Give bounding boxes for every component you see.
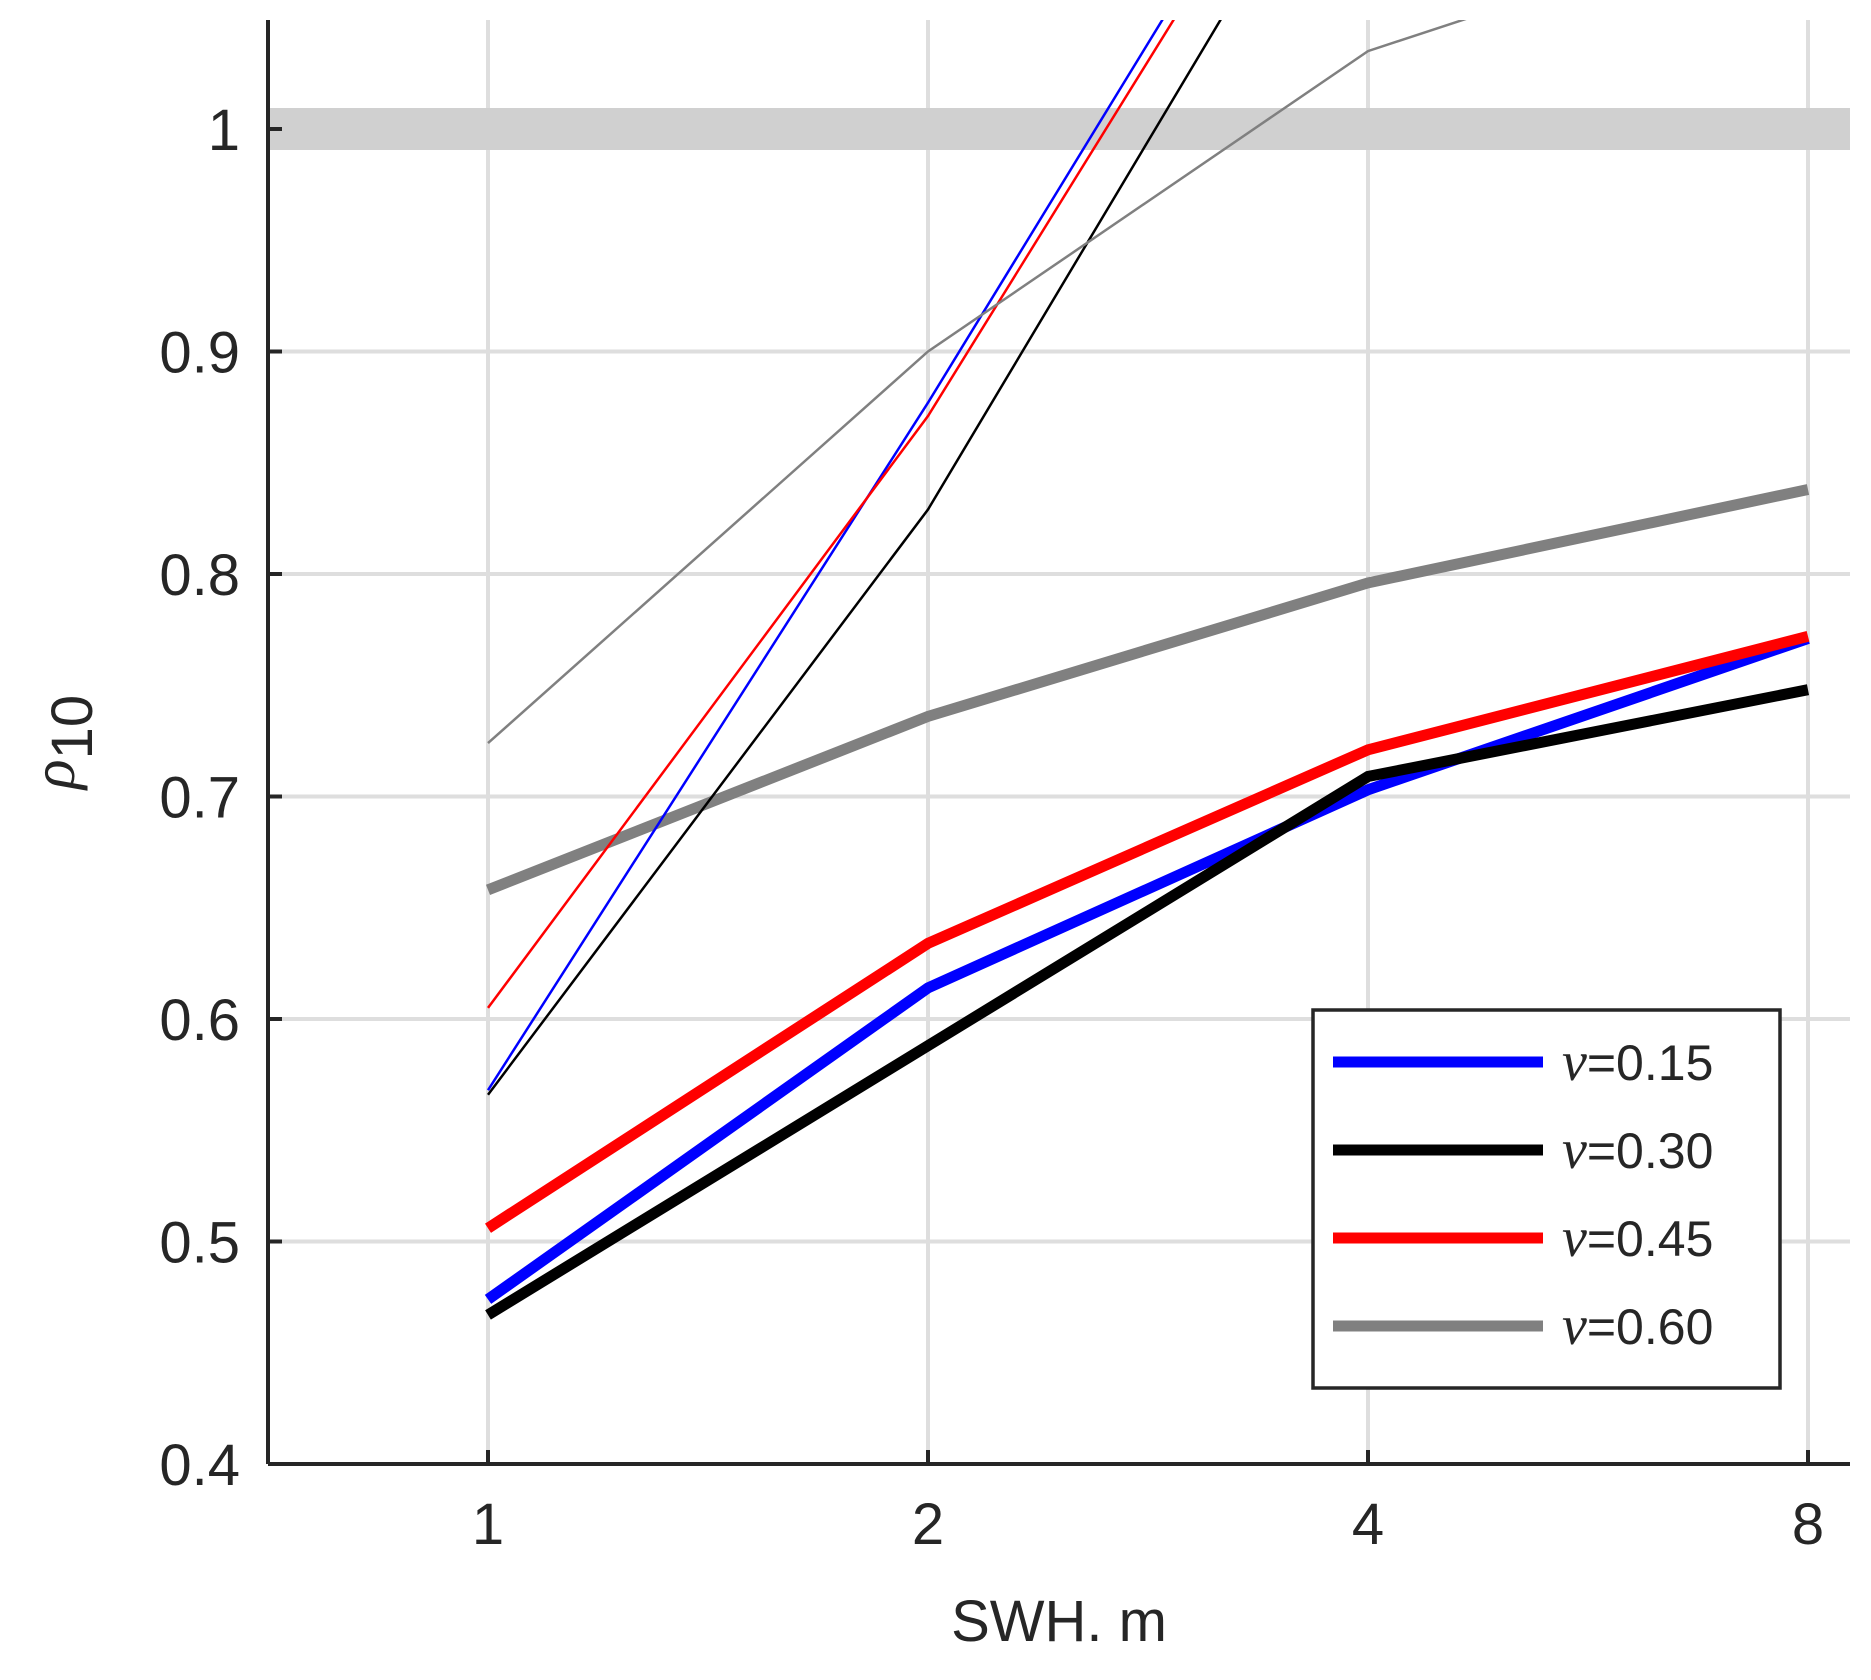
- y-axis-label-symbol: ρ: [20, 759, 88, 791]
- legend: ν=0.15ν=0.30ν=0.45ν=0.60: [1311, 1008, 1782, 1390]
- x-axis-label: SWH. m: [951, 1589, 1167, 1654]
- y-tick-label: 0.6: [159, 988, 240, 1053]
- y-tick-label: 0.4: [159, 1433, 240, 1498]
- legend-label-symbol: ν: [1562, 1031, 1587, 1093]
- legend-label-value: =0.30: [1587, 1123, 1714, 1179]
- legend-label-symbol: ν: [1562, 1295, 1587, 1357]
- y-tick-label: 0.9: [159, 321, 240, 386]
- x-tick-label: 1: [472, 1492, 504, 1557]
- tick-labels: 1 2 4 8 0.4 0.5 0.6 0.7 0.8 0.9 1: [159, 98, 1824, 1557]
- series-line-thin-6: [486, 20, 1175, 1009]
- series-line-thick-0: [484, 633, 1810, 1304]
- legend-label-value: =0.15: [1587, 1035, 1714, 1091]
- legend-label: ν=0.60: [1562, 1295, 1713, 1357]
- x-tick-label: 2: [912, 1492, 944, 1557]
- ticks: [268, 127, 1810, 1466]
- y-tick-label: 0.8: [159, 543, 240, 608]
- legend-item: ν=0.45: [1333, 1207, 1713, 1269]
- legend-item: ν=0.30: [1333, 1119, 1713, 1181]
- legend-label-symbol: ν: [1562, 1119, 1587, 1181]
- legend-label-value: =0.60: [1587, 1299, 1714, 1355]
- legend-label-symbol: ν: [1562, 1207, 1587, 1269]
- legend-label: ν=0.15: [1562, 1031, 1713, 1093]
- y-axis-label: ρ10: [20, 695, 105, 791]
- legend-item: ν=0.60: [1333, 1295, 1713, 1357]
- series-line-thick-2: [485, 630, 1810, 1233]
- svg-text:ρ10: ρ10: [20, 695, 105, 791]
- series-group-thin: [486, 20, 1467, 1096]
- x-tick-label: 8: [1792, 1492, 1824, 1557]
- series-line-thin-7: [487, 20, 1467, 745]
- y-tick-label: 1: [208, 98, 240, 163]
- legend-label-value: =0.45: [1587, 1211, 1714, 1267]
- y-tick-label: 0.5: [159, 1211, 240, 1276]
- axes: [266, 20, 1850, 1466]
- series-line-thin-4: [486, 20, 1164, 1091]
- y-axis-label-subscript: 10: [40, 695, 105, 760]
- series-line-thick-1: [485, 684, 1810, 1320]
- legend-item: ν=0.15: [1333, 1031, 1713, 1093]
- x-tick-label: 4: [1352, 1492, 1384, 1557]
- legend-label: ν=0.45: [1562, 1207, 1713, 1269]
- series-line-thin-5: [487, 20, 1222, 1096]
- series-group-thick: [484, 484, 1810, 1320]
- legend-label: ν=0.30: [1562, 1119, 1713, 1181]
- y-tick-label: 0.7: [159, 766, 240, 831]
